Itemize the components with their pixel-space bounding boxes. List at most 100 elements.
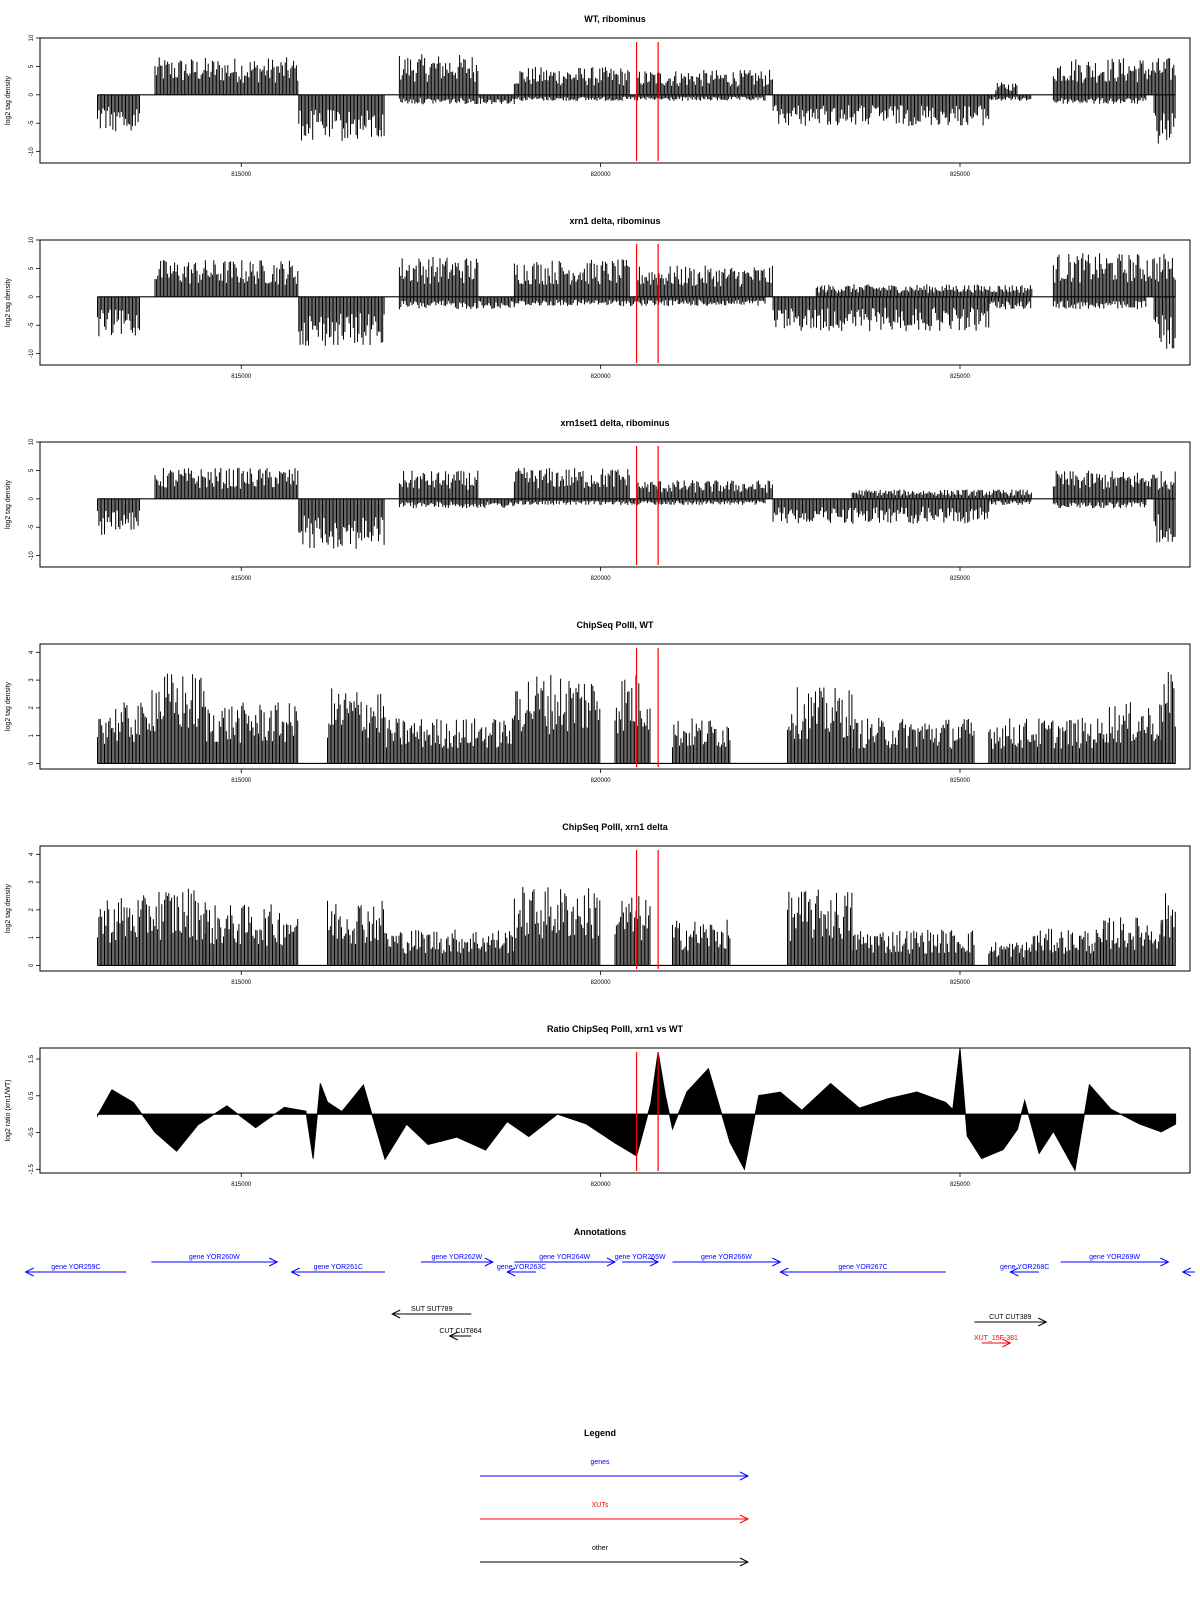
signal-bars-negative bbox=[1052, 296, 1147, 310]
plot-frame bbox=[39, 37, 1191, 164]
y-tick-label: 0.5 bbox=[29, 1091, 35, 1100]
y-tick-label: -10 bbox=[29, 349, 35, 358]
x-tick-label: 825000 bbox=[950, 778, 971, 784]
annotation-arrow: gene YOR262W bbox=[420, 1254, 494, 1267]
arrow-head bbox=[1181, 1267, 1192, 1277]
signal-bars-positive bbox=[851, 717, 975, 764]
arrow-head bbox=[290, 1267, 300, 1277]
signal-bars-positive bbox=[513, 674, 601, 764]
y-tick-label: 5 bbox=[29, 468, 35, 472]
annotation-label: gene YOR269W bbox=[1089, 1254, 1140, 1261]
signal-bars-negative bbox=[398, 94, 515, 105]
annotation-arrow: gene YOR260W bbox=[151, 1254, 279, 1267]
x-tick-label: 825000 bbox=[950, 374, 971, 380]
signal-bars-negative bbox=[772, 296, 990, 332]
y-tick-label: 0 bbox=[29, 761, 35, 765]
signal-bars-negative bbox=[398, 498, 515, 509]
signal-bars-positive bbox=[147, 673, 206, 764]
y-tick-label: 1.5 bbox=[29, 1054, 35, 1063]
track-panel-5: ChipSeq PolII, xrn1 delta log2 tag densit… bbox=[5, 822, 1191, 986]
signal-bars-positive bbox=[1160, 893, 1176, 966]
y-tick-label: -5 bbox=[29, 120, 35, 126]
plot-frame bbox=[39, 239, 1191, 366]
y-tick-label: 3 bbox=[29, 678, 35, 682]
track-panel-6: Ratio ChipSeq PolII, xrn1 vs WT log2 rati… bbox=[5, 1024, 1191, 1188]
y-tick-label: 4 bbox=[29, 852, 35, 856]
signal-bars-positive bbox=[513, 259, 630, 297]
signal-bars-negative bbox=[298, 94, 385, 141]
annotation-label: XUT_15F-381 bbox=[974, 1335, 1018, 1342]
signal-bars-positive bbox=[672, 718, 731, 764]
legend-title: Legend bbox=[584, 1428, 616, 1438]
signal-bars-positive bbox=[636, 265, 773, 297]
annotations-track: Annotations gene YOR259C gene YOR260W gene… bbox=[24, 1227, 1195, 1348]
y-tick-label: -10 bbox=[29, 551, 35, 560]
signal-bars-negative bbox=[772, 498, 990, 524]
y-axis-label: log2 ratio (xrn1/WT) bbox=[5, 1080, 12, 1142]
signal-bars-negative bbox=[97, 94, 140, 132]
annotation-label: gene YOR265W bbox=[615, 1254, 666, 1261]
annotation-label: CUT CUT389 bbox=[989, 1314, 1031, 1321]
arrow-head bbox=[606, 1257, 617, 1267]
signal-bars-positive bbox=[1031, 928, 1104, 966]
track-panel-1: WT, ribominus log2 tag density 10 5 0 -5 -10 81… bbox=[5, 14, 1191, 178]
x-tick-label: 825000 bbox=[950, 1182, 971, 1188]
signal-bars-positive bbox=[513, 467, 630, 499]
signal-bars-positive bbox=[787, 687, 853, 764]
signal-bars-positive bbox=[1160, 672, 1176, 764]
y-tick-label: 10 bbox=[29, 438, 35, 445]
signal-bars-negative bbox=[513, 94, 766, 101]
data-series bbox=[97, 253, 1176, 349]
x-tick-label: 820000 bbox=[591, 980, 612, 986]
signal-bars-negative bbox=[1153, 498, 1176, 543]
signal-bars-positive bbox=[672, 919, 731, 966]
annotation-label: gene YOR261C bbox=[314, 1264, 363, 1271]
signal-bars-positive bbox=[988, 718, 1032, 764]
signal-bars-positive bbox=[147, 888, 206, 966]
y-tick-label: 5 bbox=[29, 64, 35, 68]
arrow-head bbox=[772, 1257, 782, 1267]
signal-bars-negative bbox=[513, 296, 766, 307]
y-tick-label: 5 bbox=[29, 266, 35, 270]
signal-bars-positive bbox=[398, 470, 479, 499]
annotation-arrow: SUT SUT789 bbox=[391, 1306, 472, 1319]
signal-bars-negative bbox=[97, 498, 140, 535]
annotation-arrow: gene YOR269W bbox=[1060, 1254, 1170, 1267]
x-tick-label: 820000 bbox=[591, 576, 612, 582]
x-tick-label: 815000 bbox=[231, 172, 252, 178]
annotation-label: SUT SUT789 bbox=[411, 1306, 453, 1313]
arrow-head bbox=[1160, 1257, 1170, 1267]
x-tick-label: 825000 bbox=[950, 172, 971, 178]
signal-bars-negative bbox=[1153, 94, 1176, 144]
legend-item-genes: genes bbox=[480, 1459, 750, 1481]
legend-item-xuts: XUTs bbox=[480, 1502, 750, 1524]
signal-bars-positive bbox=[988, 942, 1032, 966]
annotation-arrow: CUT CUT864 bbox=[439, 1328, 482, 1341]
signal-bars-negative bbox=[988, 498, 1032, 505]
y-axis-label: log2 tag density bbox=[5, 75, 12, 125]
plot-frame bbox=[39, 441, 1191, 568]
arrow-head bbox=[649, 1257, 660, 1267]
signal-bars-positive bbox=[636, 480, 773, 499]
signal-bars-positive bbox=[97, 702, 147, 764]
annotation-arrow: CUT CUT389 bbox=[974, 1314, 1048, 1327]
y-tick-label: 10 bbox=[29, 236, 35, 243]
y-axis-label: log2 tag density bbox=[5, 883, 12, 933]
y-tick-label: 0 bbox=[29, 963, 35, 967]
signal-bars-positive bbox=[327, 900, 386, 966]
y-tick-label: 1 bbox=[29, 935, 35, 939]
annotation-label: gene YOR267C bbox=[838, 1264, 887, 1271]
signal-bars-negative bbox=[298, 498, 385, 549]
panel-title: ChipSeq PolII, WT bbox=[577, 620, 654, 630]
panel-title: xrn1set1 delta, ribominus bbox=[560, 418, 669, 428]
arrow-head bbox=[739, 1471, 750, 1481]
x-tick-label: 825000 bbox=[950, 980, 971, 986]
track-panel-4: ChipSeq PolII, WT log2 tag density 4 3 2 1 0 81… bbox=[5, 620, 1191, 784]
signal-bars-positive bbox=[204, 904, 299, 966]
signal-bars-positive bbox=[815, 284, 1033, 297]
signal-bars-positive bbox=[204, 702, 299, 764]
annotation-label: gene YOR266W bbox=[701, 1254, 752, 1261]
arrow-head bbox=[391, 1309, 401, 1319]
signal-bars-positive bbox=[513, 66, 630, 95]
annotation-arrow bbox=[1181, 1267, 1195, 1277]
